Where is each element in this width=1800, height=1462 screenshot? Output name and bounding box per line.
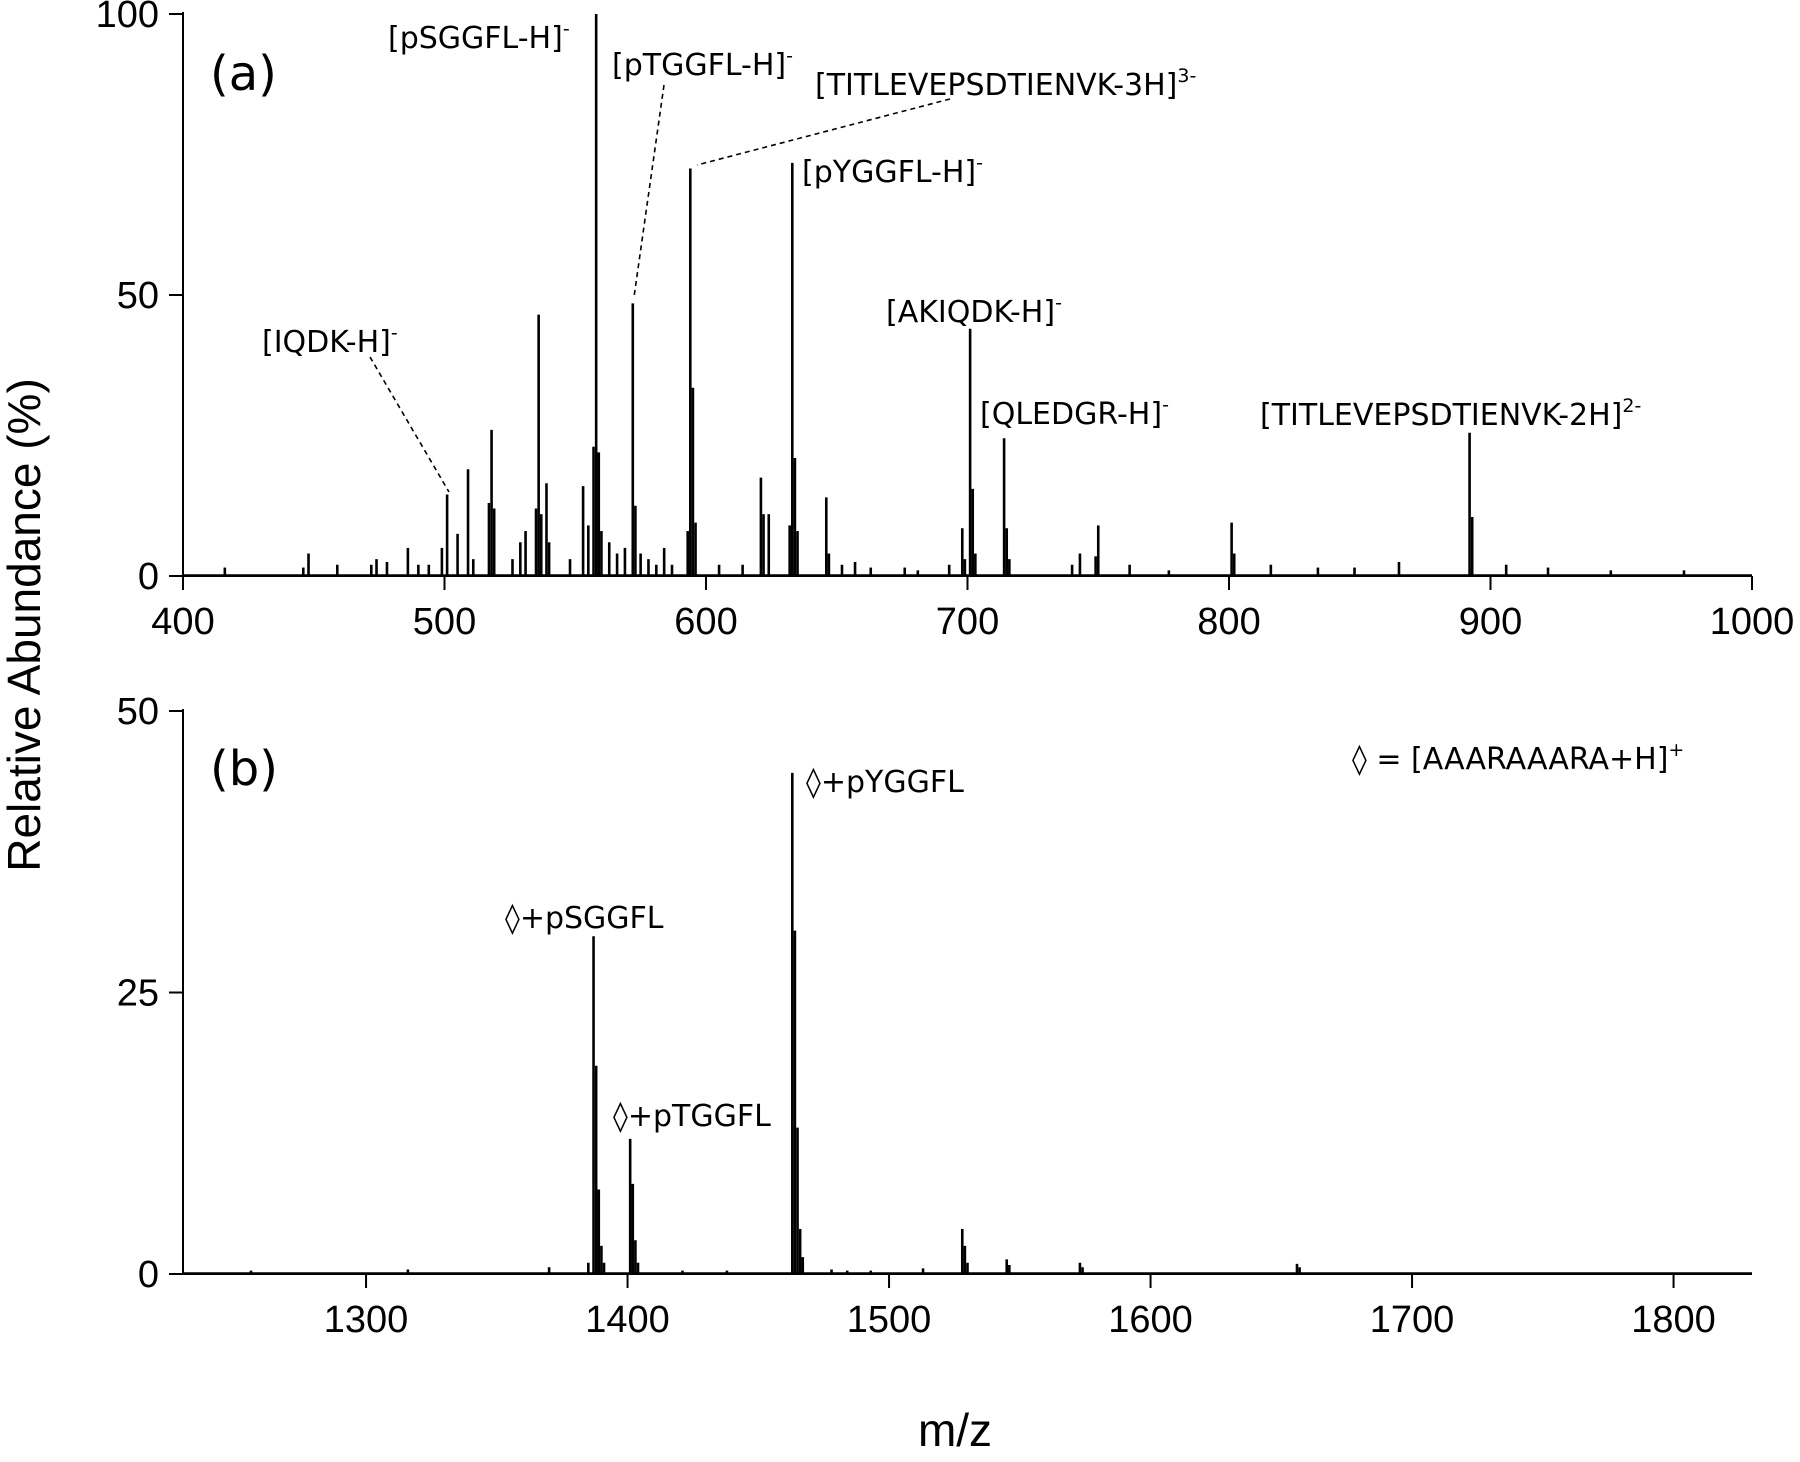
- peak-annotation-psggfl: [pSGGFL-H]-: [388, 18, 570, 56]
- leader-line: [369, 356, 450, 493]
- x-tick-label: 1800: [1631, 1299, 1716, 1341]
- spectrum-panel-b: 1300 1400 1500 1600 1700 1800 0 25 50 (b) ◊+pSGGFL…: [117, 691, 1752, 1341]
- panel-label: (b): [210, 741, 278, 797]
- y-tick-label: 0: [138, 1254, 159, 1296]
- peak-annotation-pyggfl: [pYGGFL-H]-: [802, 152, 983, 190]
- y-tick-label: 25: [117, 973, 159, 1015]
- x-tick-label: 600: [674, 601, 737, 643]
- x-tick-label: 1600: [1108, 1299, 1193, 1341]
- peak-annotation-iqdk: [IQDK-H]-: [262, 322, 398, 360]
- x-tick-label: 500: [413, 601, 476, 643]
- peak-annotation-d-pyggfl: ◊+pYGGFL: [806, 765, 964, 800]
- legend-note: ◊ = [AAARAAARA+H]+: [1352, 739, 1684, 777]
- x-tick-label: 1700: [1370, 1299, 1455, 1341]
- leader-line: [696, 98, 951, 166]
- y-tick-label: 50: [117, 691, 159, 733]
- leader-line: [633, 84, 665, 298]
- y-tick-label: 100: [96, 0, 159, 36]
- peak-annotation-ptggfl: [pTGGFL-H]-: [612, 45, 793, 83]
- x-tick-label: 1000: [1710, 601, 1795, 643]
- x-tick-label: 800: [1197, 601, 1260, 643]
- y-axis-title: Relative Abundance (%): [0, 378, 50, 872]
- panel-label: (a): [210, 46, 277, 102]
- y-tick-label: 50: [117, 275, 159, 317]
- peak-annotation-titlev3: [TITLEVEPSDTIENVK-3H]3-: [815, 65, 1196, 103]
- x-tick-label: 1500: [847, 1299, 932, 1341]
- peak-annotation-akiqdk: [AKIQDK-H]-: [886, 292, 1062, 330]
- x-tick-label: 700: [936, 601, 999, 643]
- spectrum-panel-a: 400 500 600 700 800 900 1000 0 50 100 (a) [IQDK-H]-…: [96, 0, 1795, 643]
- peak-annotation-qledgr: [QLEDGR-H]-: [980, 394, 1169, 432]
- peak-annotation-d-psggfl: ◊+pSGGFL: [505, 901, 664, 936]
- x-tick-label: 1400: [585, 1299, 670, 1341]
- x-tick-label: 400: [151, 601, 214, 643]
- peak-annotation-d-ptggfl: ◊+pTGGFL: [613, 1099, 771, 1134]
- x-axis-title: m/z: [918, 1404, 992, 1456]
- x-tick-label: 900: [1459, 601, 1522, 643]
- y-tick-label: 0: [138, 556, 159, 598]
- x-tick-label: 1300: [324, 1299, 409, 1341]
- peak-annotation-titlev2: [TITLEVEPSDTIENVK-2H]2-: [1260, 395, 1641, 433]
